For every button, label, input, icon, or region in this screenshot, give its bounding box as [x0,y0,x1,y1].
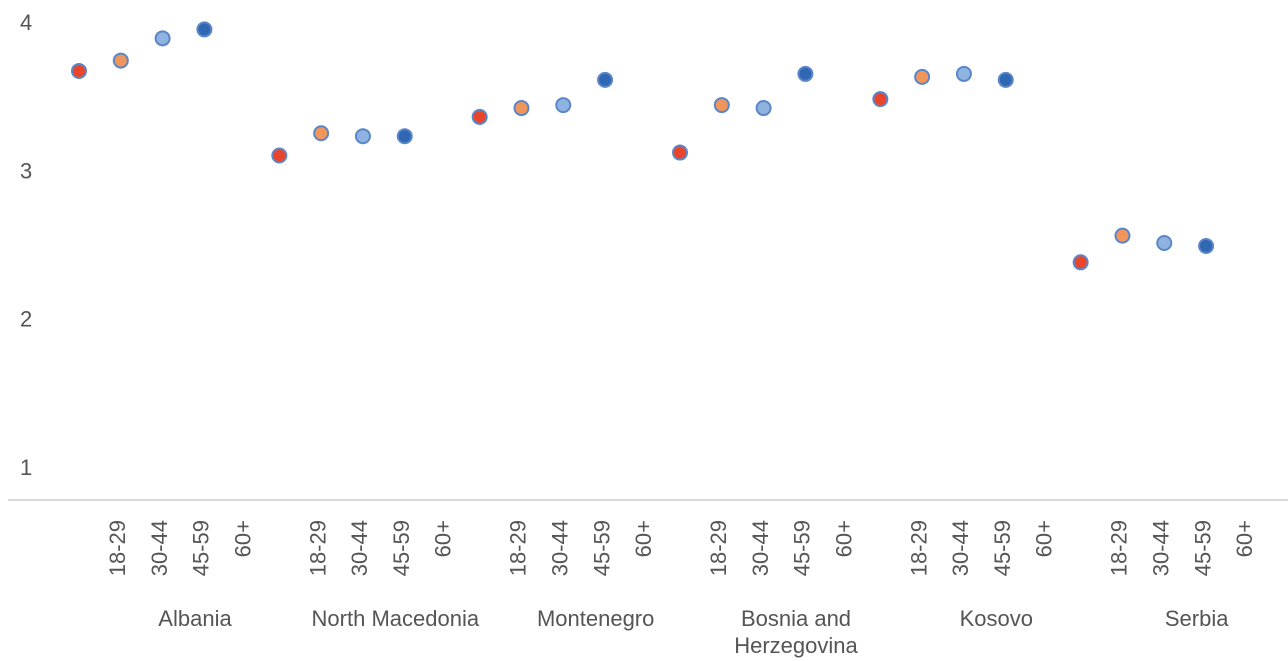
x-tick-label-age: 18-29 [105,520,130,576]
data-point [154,30,171,47]
x-tick-label-age: 60+ [631,520,656,557]
x-tick-label-age: 18-29 [305,520,330,576]
x-tick-label-age: 45-59 [189,520,214,576]
data-point [396,128,413,145]
data-point [1198,237,1215,254]
x-tick-label-age: 18-29 [706,520,731,576]
data-point [1156,235,1173,252]
x-tick-label-age: 45-59 [1190,520,1215,576]
group-label-country: North Macedonia [312,606,480,631]
x-tick-label-age: 60+ [431,520,456,557]
group-label-country: Albania [158,606,232,631]
x-tick-label-age: 60+ [230,520,255,557]
data-point [71,62,87,79]
data-point [597,71,614,88]
data-point [555,97,572,114]
data-point [1072,254,1089,271]
data-point [955,65,972,82]
group-label-country: Bosnia and Herzegovina [734,606,858,658]
x-tick-label-age: 45-59 [990,520,1015,576]
data-point [313,125,330,142]
y-tick-label: 4 [20,10,32,35]
group-label-country: Kosovo [960,606,1033,631]
group-label-country: Montenegro [537,606,654,631]
data-points [71,21,1215,271]
data-point [471,108,488,125]
x-tick-label-age: 30-44 [547,520,572,576]
data-point [797,65,814,82]
x-tick-label-age: 60+ [1032,520,1057,557]
x-axis-country-labels: Albania North Macedonia Montenegro Bosnia a… [158,606,1229,658]
data-point [914,68,931,85]
x-tick-label-age: 30-44 [948,520,973,576]
x-tick-label-age: 18-29 [1107,520,1132,576]
x-tick-label-age: 18-29 [906,520,931,576]
data-point [672,144,688,161]
data-point [271,147,288,164]
data-point [354,128,371,145]
x-tick-label-age: 45-59 [389,520,414,576]
y-axis: 1 2 3 4 [20,10,32,480]
x-tick-label-age: 30-44 [347,520,372,576]
x-tick-label-age: 60+ [1232,520,1257,557]
x-tick-label-age: 45-59 [589,520,614,576]
x-tick-label-age: 30-44 [147,520,172,576]
data-point [755,100,772,117]
group-label-country: Serbia [1165,606,1229,631]
y-tick-label: 1 [20,455,32,480]
data-point [997,71,1014,88]
data-point [112,52,129,69]
x-tick-label-age: 30-44 [1148,520,1173,576]
y-tick-label: 3 [20,158,32,183]
data-point [513,100,530,117]
x-tick-label-age: 45-59 [790,520,815,576]
y-tick-label: 2 [20,307,32,332]
data-point [872,91,889,108]
x-axis-age-labels: 18-29 30-44 45-59 60+ 18-29 30-44 45-59 60+ 18-2… [105,520,1257,576]
data-point [713,97,730,114]
x-tick-label-age: 18-29 [506,520,531,576]
x-tick-label-age: 30-44 [748,520,773,576]
data-point [1114,227,1131,244]
x-tick-label-age: 60+ [831,520,856,557]
data-point [196,21,213,38]
